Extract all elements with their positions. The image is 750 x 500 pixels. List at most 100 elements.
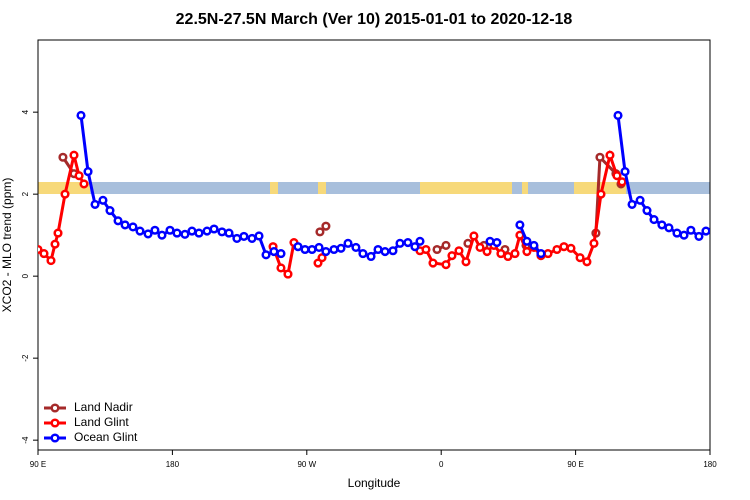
point [202, 226, 212, 236]
point [50, 239, 60, 249]
point [575, 253, 585, 263]
point [642, 206, 652, 216]
point [120, 220, 130, 230]
point [415, 236, 425, 246]
y-tick-label: 0 [21, 273, 30, 278]
point [157, 230, 167, 240]
point [276, 249, 286, 259]
point [657, 220, 667, 230]
x-tick-label: 180 [703, 460, 717, 469]
x-tick-label: 90 E [30, 460, 46, 469]
point [447, 251, 457, 261]
point [482, 247, 492, 257]
point [492, 237, 502, 248]
point [596, 189, 606, 199]
y-tick-label: -4 [21, 436, 30, 444]
point [165, 225, 175, 235]
point [428, 258, 438, 268]
point [314, 242, 324, 253]
point [515, 220, 525, 230]
point [373, 244, 383, 255]
point [475, 242, 485, 253]
point [635, 195, 645, 205]
point [69, 150, 79, 160]
series [76, 110, 710, 262]
y-tick-label: 2 [21, 191, 30, 196]
point [649, 215, 659, 225]
point [686, 225, 696, 235]
point [395, 238, 405, 248]
point [90, 199, 100, 209]
point [172, 228, 182, 238]
point [613, 110, 623, 120]
point [612, 171, 622, 181]
point [143, 229, 153, 239]
point [53, 228, 63, 238]
point [620, 167, 630, 177]
series [38, 149, 627, 279]
point [672, 228, 682, 238]
y-axis-label: XCO2 - MLO trend (ppm) [0, 178, 14, 313]
point [60, 189, 70, 199]
point [293, 242, 303, 252]
point [315, 227, 325, 237]
point [454, 246, 464, 256]
point [74, 171, 84, 181]
legend-marker [50, 433, 60, 443]
y-tick-label: -2 [21, 354, 30, 362]
series-line [38, 149, 624, 277]
point [432, 244, 442, 255]
point [388, 246, 398, 256]
point [269, 247, 279, 257]
point [46, 256, 56, 266]
point [694, 231, 704, 241]
point [321, 221, 331, 231]
point [679, 230, 689, 240]
point [321, 247, 331, 257]
point [552, 244, 562, 255]
point [410, 242, 420, 252]
point [366, 251, 376, 262]
x-tick-label: 0 [439, 460, 444, 469]
legend-label: Land Glint [74, 415, 129, 429]
point [187, 226, 197, 236]
point [522, 247, 532, 257]
chart-title: 22.5N-27.5N March (Ver 10) 2015-01-01 to… [176, 11, 573, 28]
point [510, 249, 520, 259]
point [307, 244, 317, 255]
point [224, 228, 234, 238]
point [469, 231, 479, 241]
point [351, 242, 361, 253]
point [232, 233, 242, 243]
series [58, 152, 626, 255]
point [194, 228, 204, 238]
point [503, 251, 513, 262]
x-tick-label: 180 [166, 460, 180, 469]
map-strip [38, 182, 710, 194]
point [441, 260, 451, 270]
point [76, 110, 86, 120]
point [83, 167, 93, 177]
point [582, 257, 592, 267]
legend-marker [50, 403, 60, 413]
point [128, 222, 138, 232]
x-tick-label: 90 E [567, 460, 583, 469]
point [39, 249, 49, 259]
point [421, 244, 431, 255]
point [461, 257, 471, 267]
legend-label: Ocean Glint [74, 430, 138, 444]
x-axis-label: Longitude [348, 476, 401, 490]
point [559, 242, 569, 252]
point [113, 216, 123, 226]
point [664, 223, 674, 233]
point [105, 206, 115, 216]
legend-marker [50, 418, 60, 428]
point [329, 244, 339, 255]
point [536, 249, 546, 259]
point [566, 243, 576, 253]
point [217, 227, 227, 237]
point [627, 199, 637, 209]
point [617, 177, 627, 187]
point [485, 236, 495, 246]
